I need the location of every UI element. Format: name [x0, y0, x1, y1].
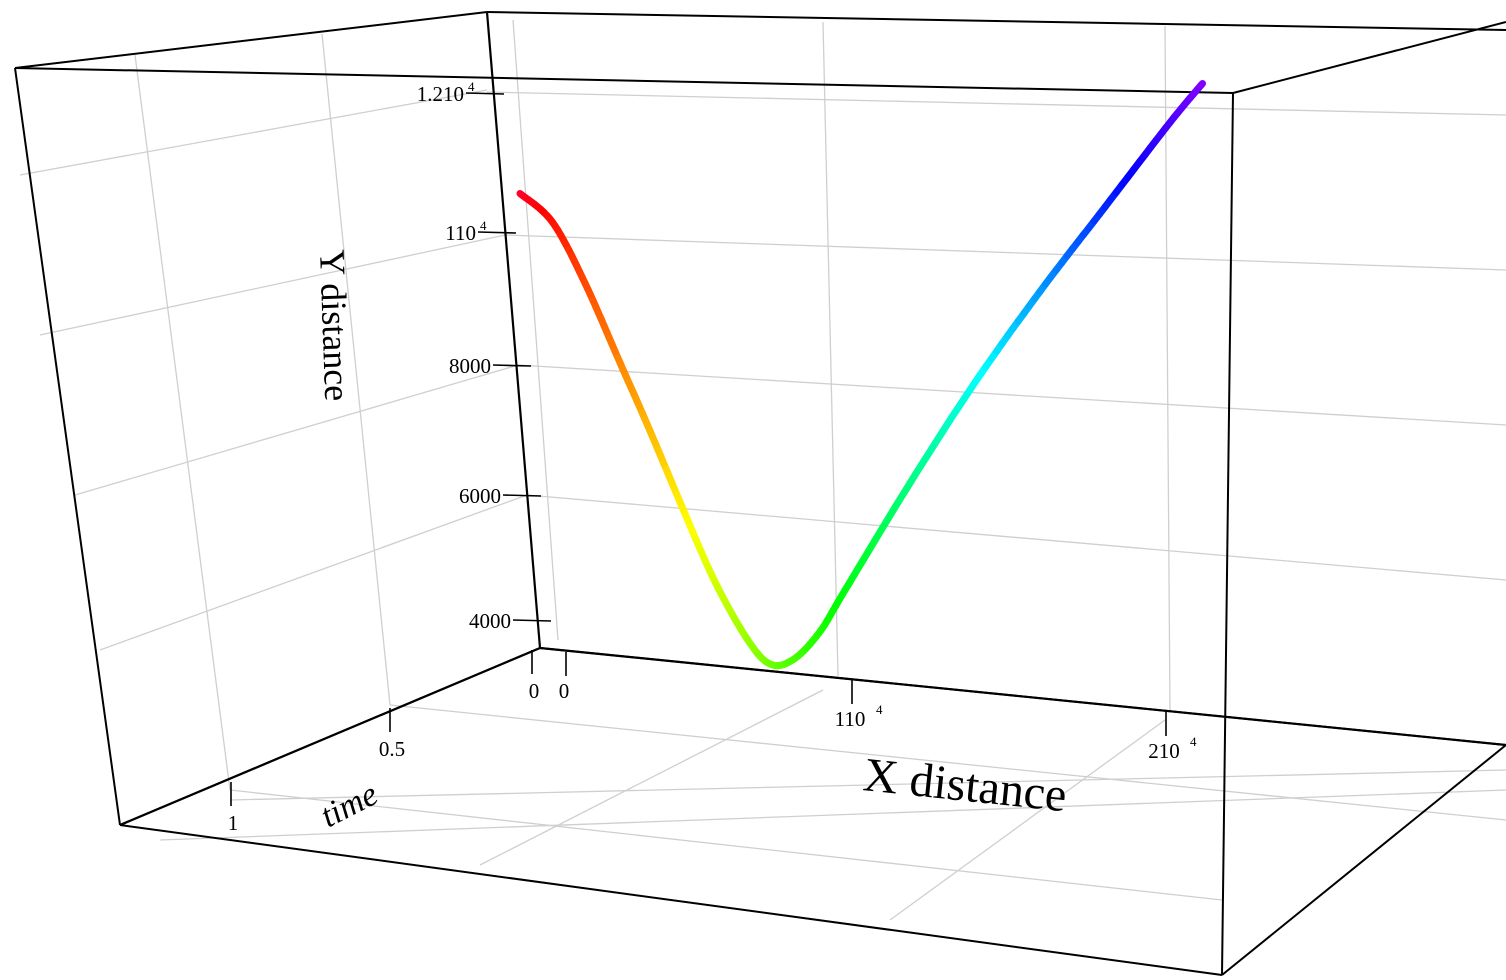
y-axis-line	[485, 11, 542, 649]
z-tick-label: 0.5	[379, 737, 405, 761]
trajectory-curve	[516, 80, 1206, 670]
y-axis-title: Y distance	[312, 249, 357, 402]
y-tick-label: 1.210	[417, 82, 464, 106]
grid-line	[486, 91, 1506, 116]
tick-labels: 4000 6000 8000 110 4 1.210 4 0 110 4 210 4 0 0.5 1	[228, 79, 1197, 835]
curve-segment	[1197, 80, 1206, 89]
x-tick-exponent: 4	[1190, 734, 1197, 749]
grid-lines	[19, 19, 1506, 921]
grid-line	[74, 364, 519, 496]
box-edge	[14, 67, 121, 826]
grid-line	[1164, 25, 1171, 713]
grid-line	[39, 234, 506, 336]
grid-line	[99, 494, 528, 651]
y-tick-mark	[512, 619, 552, 622]
x-tick-label: 210	[1148, 739, 1180, 763]
box-edge	[486, 11, 1506, 31]
grid-line	[321, 33, 391, 706]
grid-line	[134, 54, 231, 791]
box-edge	[1221, 92, 1234, 976]
x-axis-line	[539, 646, 1506, 747]
y-tick-mark	[477, 231, 517, 234]
y-tick-mark	[492, 364, 532, 367]
grid-line	[517, 364, 1506, 426]
grid-line	[889, 719, 1166, 921]
box-edge	[1232, 21, 1506, 94]
box-edge	[119, 824, 1223, 976]
y-tick-mark	[465, 92, 505, 95]
grid-line	[479, 689, 824, 866]
grid-line	[512, 19, 559, 641]
grid-line	[19, 89, 488, 176]
y-tick-label: 8000	[449, 354, 491, 378]
y-tick-mark	[502, 494, 542, 497]
box-edge	[14, 11, 488, 69]
grid-line	[229, 789, 1223, 901]
grid-line	[526, 494, 1506, 581]
grid-line	[229, 769, 1506, 801]
y-tick-label: 4000	[469, 609, 511, 633]
z-tick-label: 0	[529, 679, 540, 703]
y-tick-label: 110	[445, 221, 476, 245]
y-tick-exponent: 4	[480, 218, 487, 233]
x-tick-label: 110	[835, 707, 866, 731]
z-axis-title: time	[315, 776, 384, 836]
x-axis-title: X distance	[861, 748, 1069, 822]
y-tick-label: 6000	[459, 484, 501, 508]
z-tick-label: 1	[228, 811, 239, 835]
grid-line	[159, 789, 1506, 841]
grid-line	[389, 704, 1506, 821]
y-tick-exponent: 4	[468, 79, 475, 94]
box-edge	[1221, 744, 1506, 976]
grid-line	[504, 234, 1506, 271]
x-tick-exponent: 4	[876, 702, 883, 717]
box-edge	[14, 67, 1234, 94]
z-axis-line	[119, 646, 541, 827]
bounding-box	[14, 11, 1506, 976]
axes	[119, 11, 1506, 827]
grid-line	[822, 21, 839, 677]
x-tick-label: 0	[559, 679, 570, 703]
